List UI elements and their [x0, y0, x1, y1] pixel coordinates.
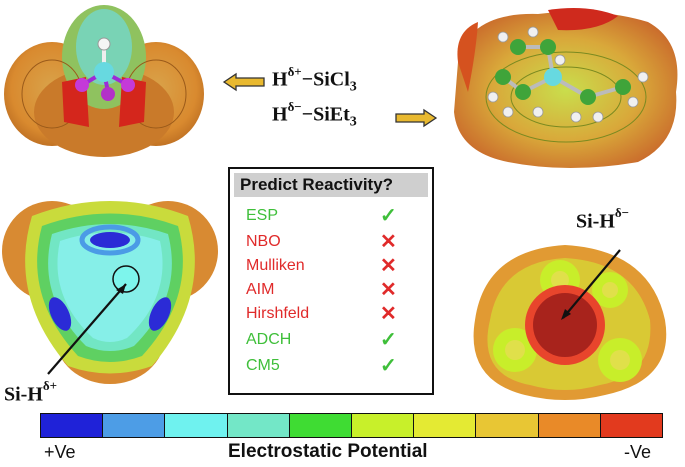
left-arrow	[222, 72, 265, 92]
method-label: ESP	[246, 207, 279, 224]
scale-segment	[352, 414, 415, 437]
scale-right-label: -Ve	[624, 442, 652, 462]
check-icon: ✓	[380, 329, 397, 351]
method-label: CM5	[246, 357, 280, 374]
label-si-h-negative: Si-Hδ−	[576, 205, 630, 233]
scale-segment	[165, 414, 228, 437]
scale-segment	[600, 414, 663, 437]
scale-segment	[538, 414, 601, 437]
formula-hsicl3: Hδ+−SiCl3	[272, 64, 357, 95]
method-label: AIM	[246, 281, 275, 298]
predict-reactivity-box: Predict Reactivity? ESP ✓ NBO ✕ Mulliken…	[228, 167, 434, 395]
scale-segment	[476, 414, 539, 437]
top-left-esp-surface	[4, 5, 204, 157]
top-right-esp-surface	[454, 8, 678, 169]
scale-segment	[227, 414, 290, 437]
bottom-left-esp-surface	[2, 201, 218, 384]
formula-hsiet3: Hδ−−SiEt3	[272, 99, 357, 130]
scale-left-label: +Ve	[44, 442, 76, 462]
scale-title: Electrostatic Potential	[228, 441, 428, 462]
method-label: ADCH	[246, 331, 292, 348]
method-label: NBO	[246, 233, 281, 250]
cross-icon: ✕	[380, 231, 397, 253]
scale-segment	[41, 414, 104, 437]
check-icon: ✓	[380, 205, 397, 227]
label-si-h-positive: Si-Hδ+	[4, 378, 58, 406]
cross-icon: ✕	[380, 303, 397, 325]
esp-color-scale	[40, 413, 663, 438]
cross-icon: ✕	[380, 279, 397, 301]
cross-icon: ✕	[380, 255, 397, 277]
right-arrow	[395, 108, 438, 128]
scale-segment	[103, 414, 166, 437]
predict-box-title: Predict Reactivity?	[234, 173, 428, 197]
scale-segment	[289, 414, 353, 437]
method-label: Mulliken	[246, 257, 305, 274]
bottom-right-esp-surface	[473, 245, 667, 400]
scale-segment	[414, 414, 477, 437]
method-label: Hirshfeld	[246, 305, 310, 322]
check-icon: ✓	[380, 355, 397, 377]
